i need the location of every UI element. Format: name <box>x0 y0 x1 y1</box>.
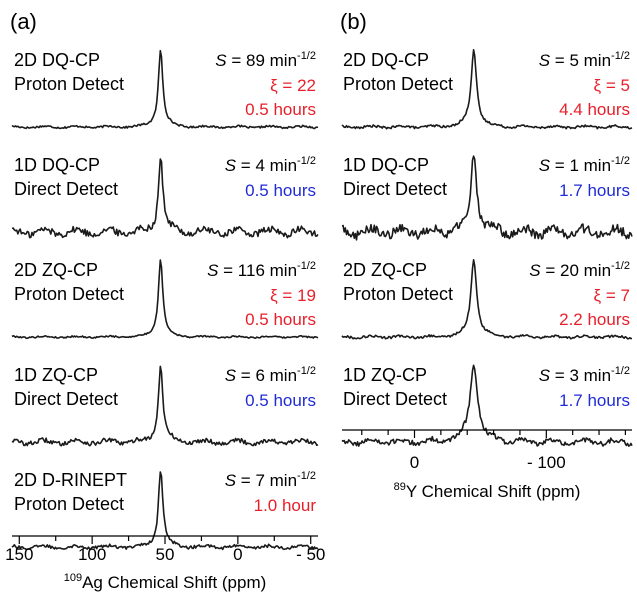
spectrum-trace <box>341 49 633 130</box>
experiment-label: 1D ZQ-CP <box>343 365 427 385</box>
sensitivity-label: S = 89 min-1/2 <box>215 50 316 70</box>
experiment-label: 1D DQ-CP <box>343 155 429 175</box>
spectrum-trace <box>11 259 319 340</box>
x-tick-label: 0 <box>233 545 242 564</box>
panel-b: 2D DQ-CP Proton Detect S = 5 min-1/2 ξ = 5 4… <box>341 49 633 501</box>
xi-label: ξ = 7 <box>594 286 630 305</box>
time-label: 2.2 hours <box>559 310 630 329</box>
x-axis-title: 89Y Chemical Shift (ppm) <box>394 481 581 501</box>
xi-label: ξ = 19 <box>270 286 316 305</box>
experiment-label: 2D DQ-CP <box>343 50 429 70</box>
experiment-label: 1D DQ-CP <box>14 155 100 175</box>
spectrum-trace <box>341 259 633 340</box>
x-tick-label: - 50 <box>296 545 325 564</box>
detection-label: Proton Detect <box>343 284 453 304</box>
spectrum-trace <box>11 471 319 551</box>
sensitivity-label: S = 5 min-1/2 <box>539 50 630 70</box>
time-label: 0.5 hours <box>245 310 316 329</box>
detection-label: Proton Detect <box>14 284 124 304</box>
sensitivity-label: S = 4 min-1/2 <box>225 155 316 175</box>
time-label: 1.0 hour <box>254 496 317 515</box>
detection-label: Proton Detect <box>14 494 124 514</box>
panel-label-a: (a) <box>10 9 37 34</box>
xi-label: ξ = 5 <box>594 76 630 95</box>
spectrum-trace <box>341 155 633 241</box>
detection-label: Direct Detect <box>343 179 447 199</box>
x-tick-label: 100 <box>78 545 106 564</box>
detection-label: Proton Detect <box>14 74 124 94</box>
spectrum-trace <box>11 158 319 239</box>
sensitivity-label: S = 20 min-1/2 <box>529 260 630 280</box>
detection-label: Proton Detect <box>343 74 453 94</box>
time-label: 0.5 hours <box>245 181 316 200</box>
experiment-label: 2D ZQ-CP <box>343 260 427 280</box>
sensitivity-label: S = 7 min-1/2 <box>225 470 316 490</box>
xi-label: ξ = 22 <box>270 76 316 95</box>
x-axis-title: 109Ag Chemical Shift (ppm) <box>64 572 267 592</box>
experiment-label: 1D ZQ-CP <box>14 365 98 385</box>
panel-label-b: (b) <box>340 9 367 34</box>
x-tick-label: 0 <box>410 453 419 472</box>
x-tick-label: 50 <box>156 545 175 564</box>
time-label: 1.7 hours <box>559 181 630 200</box>
time-label: 1.7 hours <box>559 391 630 410</box>
time-label: 0.5 hours <box>245 100 316 119</box>
x-tick-label: 150 <box>5 545 33 564</box>
experiment-label: 2D ZQ-CP <box>14 260 98 280</box>
sensitivity-label: S = 6 min-1/2 <box>225 365 316 385</box>
spectrum-trace <box>11 49 319 130</box>
detection-label: Direct Detect <box>14 389 118 409</box>
experiment-label: 2D D-RINEPT <box>14 470 127 490</box>
experiment-label: 2D DQ-CP <box>14 50 100 70</box>
sensitivity-label: S = 3 min-1/2 <box>539 365 630 385</box>
spectrum-trace <box>341 364 633 447</box>
spectrum-trace <box>11 365 319 447</box>
detection-label: Direct Detect <box>14 179 118 199</box>
detection-label: Direct Detect <box>343 389 447 409</box>
sensitivity-label: S = 116 min-1/2 <box>207 260 316 280</box>
panel-a: 2D DQ-CP Proton Detect S = 89 min-1/2 ξ = 2… <box>5 49 325 592</box>
x-tick-label: - 100 <box>527 453 566 472</box>
sensitivity-label: S = 1 min-1/2 <box>539 155 630 175</box>
time-label: 0.5 hours <box>245 391 316 410</box>
time-label: 4.4 hours <box>559 100 630 119</box>
